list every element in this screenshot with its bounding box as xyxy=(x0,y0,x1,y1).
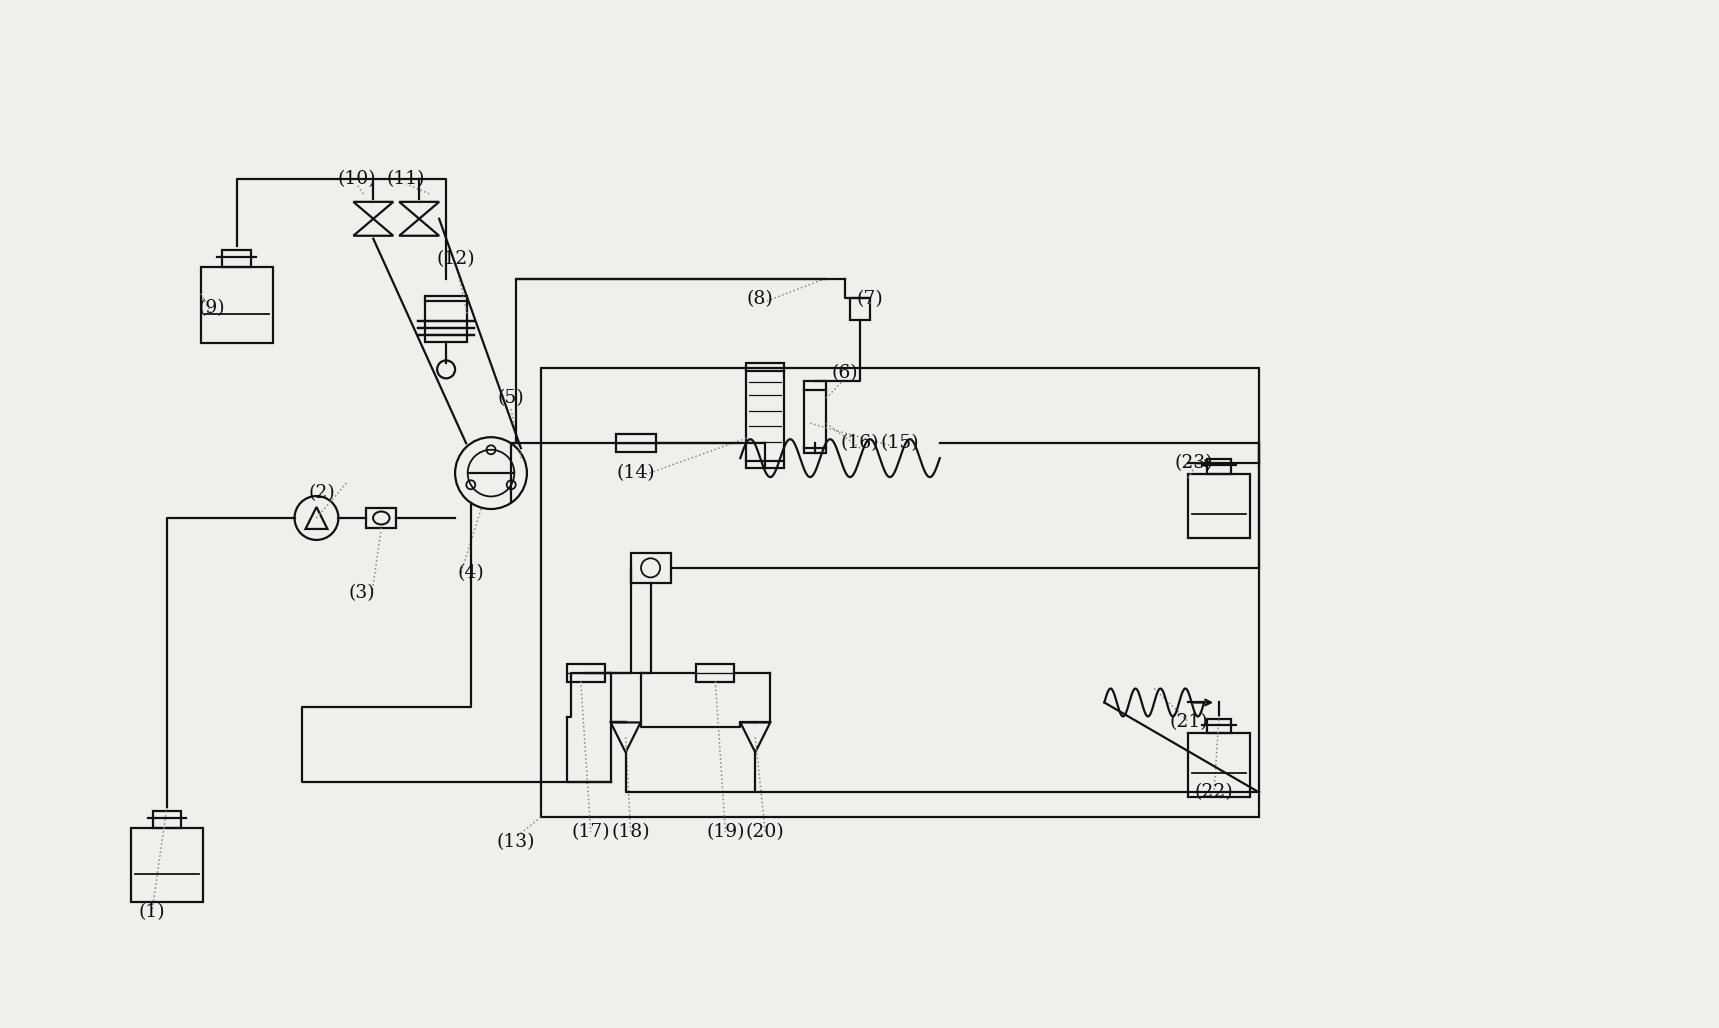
Bar xyxy=(222,250,251,267)
Bar xyxy=(849,297,870,320)
Text: (23): (23) xyxy=(1174,454,1214,472)
Text: (5): (5) xyxy=(497,390,524,407)
Bar xyxy=(567,664,605,682)
Bar xyxy=(1207,719,1231,733)
Bar xyxy=(131,828,203,902)
Text: (7): (7) xyxy=(856,290,884,307)
Bar xyxy=(1188,474,1250,538)
Bar xyxy=(1207,460,1231,474)
Bar xyxy=(746,364,784,468)
Bar xyxy=(366,508,397,528)
Text: (12): (12) xyxy=(437,250,476,267)
Text: (1): (1) xyxy=(139,903,165,921)
Text: (16): (16) xyxy=(841,434,878,452)
Text: (14): (14) xyxy=(617,464,655,482)
Text: (15): (15) xyxy=(880,434,920,452)
Bar xyxy=(153,811,180,828)
Text: (13): (13) xyxy=(497,833,535,851)
Text: (11): (11) xyxy=(387,170,426,188)
Bar xyxy=(631,553,670,583)
Bar xyxy=(1188,733,1250,798)
Text: (20): (20) xyxy=(746,823,784,841)
Text: (4): (4) xyxy=(457,563,485,582)
Text: (19): (19) xyxy=(707,823,744,841)
Text: (22): (22) xyxy=(1195,783,1234,801)
Text: (10): (10) xyxy=(337,170,376,188)
Text: (3): (3) xyxy=(347,584,375,601)
Bar xyxy=(201,267,273,343)
Text: (6): (6) xyxy=(832,364,858,382)
Text: (2): (2) xyxy=(308,484,335,502)
Text: (8): (8) xyxy=(746,290,774,307)
Bar xyxy=(425,296,468,342)
Text: (9): (9) xyxy=(198,299,225,318)
Text: (17): (17) xyxy=(571,823,610,841)
Bar xyxy=(804,381,827,453)
Text: (18): (18) xyxy=(612,823,650,841)
Bar xyxy=(541,368,1258,817)
Bar xyxy=(615,434,655,452)
Text: (21): (21) xyxy=(1171,713,1208,732)
Bar xyxy=(696,664,734,682)
